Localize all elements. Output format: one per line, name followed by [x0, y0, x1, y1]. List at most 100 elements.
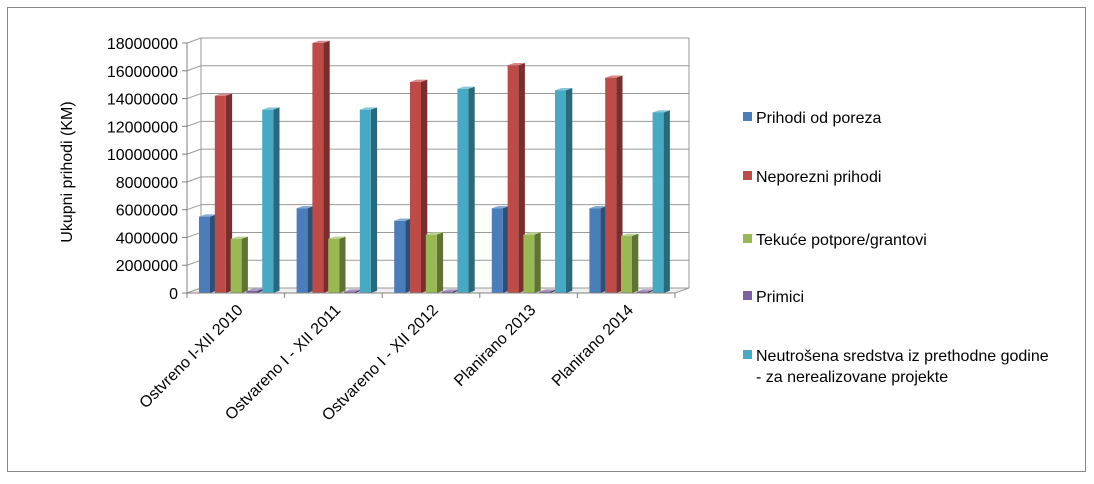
bar-side — [355, 289, 362, 293]
bar-side — [502, 206, 510, 293]
bar-front — [199, 216, 210, 293]
bar-top — [441, 289, 459, 292]
legend-label-line: Neutrošena sredstva iz prethodne godine — [756, 348, 1049, 365]
bar-top — [296, 206, 314, 209]
bar-front — [441, 291, 453, 293]
bar-top — [491, 206, 510, 209]
bar-side — [550, 289, 557, 293]
bar — [425, 232, 444, 293]
y-tick-label: 10000000 — [107, 147, 178, 164]
bar-front — [605, 77, 617, 293]
bar-top — [457, 86, 475, 89]
bar-side — [339, 236, 346, 293]
bar-top — [621, 233, 639, 237]
bar — [652, 110, 670, 293]
bar-group — [491, 62, 573, 293]
bar-front — [344, 291, 355, 293]
bar-top — [507, 62, 525, 66]
legend-label: Neutrošena sredstva iz prethodne godine -… — [756, 348, 1049, 386]
bar-front — [246, 290, 258, 293]
legend-label-line: - za nerealizovane projekte — [756, 369, 948, 386]
bar-top — [539, 289, 557, 292]
bar-side — [421, 79, 428, 293]
bar-front — [507, 65, 519, 293]
grid-line-depth — [186, 65, 202, 72]
grid-line-depth — [186, 148, 202, 155]
bar-front — [457, 88, 469, 293]
bar — [507, 62, 525, 293]
bar-side — [566, 87, 573, 293]
bar-top — [328, 236, 346, 239]
bar — [589, 206, 607, 293]
bar-side — [273, 107, 280, 294]
bar-top — [199, 214, 217, 217]
y-tick-label: 18000000 — [107, 36, 178, 53]
legend-label: Tekuće potpore/grantovi — [756, 232, 927, 249]
bar-group — [394, 79, 475, 293]
bar-group — [296, 40, 378, 294]
bar-front — [312, 43, 324, 293]
bar-top — [410, 79, 428, 82]
bar-front — [425, 234, 437, 293]
y-tick-label: 6000000 — [116, 203, 178, 220]
bar-side — [241, 236, 248, 293]
legend-item: Neutrošena sredstva iz prethodne godine -… — [743, 348, 1049, 386]
bar — [457, 86, 475, 293]
grid-line-depth — [186, 231, 202, 238]
bar-side — [518, 62, 525, 293]
bar — [344, 289, 362, 293]
y-tick-label: 2000000 — [116, 258, 178, 275]
bar-front — [589, 208, 601, 293]
legend-label: Prihodi od poreza — [756, 110, 882, 127]
bar-side — [307, 206, 314, 293]
bar-top — [344, 289, 362, 292]
grid-line-depth — [186, 259, 202, 266]
bar-top — [555, 87, 573, 91]
bar-front — [523, 234, 535, 293]
legend-label: Neporezni prihodi — [756, 169, 881, 186]
bar-top — [636, 289, 655, 292]
bar — [491, 206, 510, 293]
y-tick-label: 8000000 — [116, 175, 178, 192]
bar — [262, 107, 280, 294]
bar-front — [652, 112, 664, 293]
bar-front — [328, 238, 340, 293]
bar-top — [230, 236, 248, 239]
bar — [312, 40, 330, 293]
y-tick-label: 4000000 — [116, 230, 178, 247]
bar-side — [323, 40, 330, 293]
bar-top — [312, 40, 330, 43]
bar — [441, 289, 459, 293]
bar-side — [452, 289, 459, 293]
bar-top — [214, 93, 233, 96]
bar-top — [523, 232, 541, 235]
bar-front — [555, 90, 566, 293]
bar-side — [468, 86, 475, 293]
bar — [214, 93, 233, 294]
bar — [296, 206, 314, 293]
bar-top — [589, 206, 607, 209]
bar-front — [539, 291, 551, 293]
legend-swatch — [743, 112, 752, 121]
bars — [199, 40, 670, 294]
bar-front — [262, 109, 274, 294]
bar-side — [632, 233, 639, 293]
bar — [246, 288, 264, 293]
legend: Prihodi od poreza Neporezni prihodi Tekuće… — [743, 110, 1049, 386]
bar-front — [636, 291, 648, 293]
bar-group — [199, 93, 280, 294]
bar-front — [621, 236, 632, 293]
bar — [605, 75, 623, 293]
legend-item: Tekuće potpore/grantovi — [743, 232, 927, 249]
bar-front — [410, 81, 421, 293]
bar-side — [647, 289, 655, 293]
bar-side — [370, 107, 378, 294]
grid-line-depth — [186, 120, 202, 127]
bar-top — [425, 232, 444, 235]
y-tick-label: 14000000 — [107, 92, 178, 109]
legend-swatch — [743, 171, 752, 180]
bar — [410, 79, 428, 293]
bar-side — [257, 288, 264, 293]
bar-side — [405, 218, 412, 293]
